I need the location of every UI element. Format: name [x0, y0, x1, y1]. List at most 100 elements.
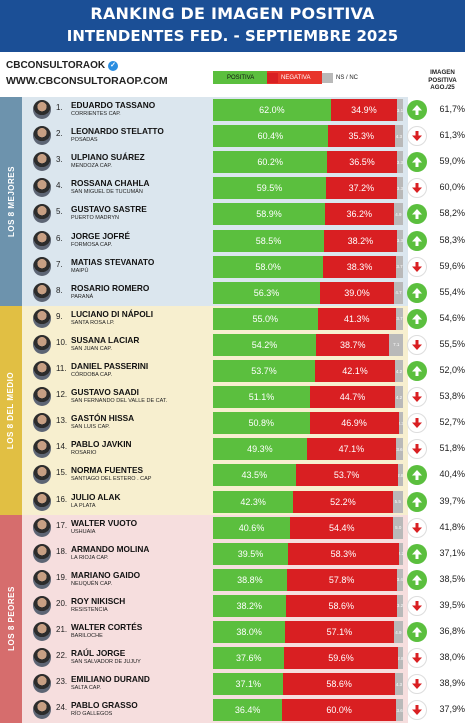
mayor-photo: [33, 622, 51, 641]
previous-positive-value: 61,7%: [439, 104, 465, 114]
negative-value-label: 38.3%: [346, 261, 373, 272]
stacked-bar: 51.1% 44.7% 4.2: [213, 386, 403, 409]
bar-ns-nc: 4.2: [395, 360, 403, 382]
arrow-up-icon: [407, 361, 427, 381]
rank-number: 14.: [56, 442, 68, 452]
mayor-name: PABLO JAVKIN: [71, 439, 132, 450]
arrow-down-icon: [407, 439, 427, 460]
stacked-bar: 60.2% 36.5% 3.3: [213, 151, 403, 174]
previous-positive-value: 52,7%: [439, 417, 465, 428]
ns-value-label: 7.1: [393, 342, 400, 348]
positive-value-label: 60.2%: [257, 157, 283, 168]
brand-handle-text: CBCONSULTORAOK: [6, 60, 106, 71]
mayor-photo: [33, 595, 51, 615]
ns-value-label: 4.2: [395, 368, 403, 374]
mayor-name: JORGE JOFRÉ: [71, 230, 131, 241]
mayor-photo: [33, 491, 51, 511]
bar-positive: 54.2%: [213, 333, 316, 356]
stacked-bar: 58.5% 38.2% 3.3: [213, 229, 403, 252]
ns-value-label: 3.7: [396, 316, 403, 322]
bar-negative: 46.9%: [309, 412, 399, 435]
rank-number: 3.: [56, 155, 63, 165]
previous-positive-value: 52,0%: [439, 365, 465, 375]
arrow-up-icon: [407, 230, 427, 251]
mayor-city: NEUQUÉN CAP.: [71, 580, 113, 587]
ns-value-label: 4.7: [395, 290, 402, 296]
legend-negative: NEGATIVA: [267, 71, 329, 84]
positive-value-label: 42.3%: [240, 496, 266, 507]
bar-negative: 57.1%: [285, 621, 394, 643]
bar-ns-nc: 4.3: [394, 125, 403, 148]
mayor-photo: [33, 569, 51, 589]
legend-positive: POSITIVA: [213, 71, 278, 84]
ns-value-label: 4.3: [395, 133, 403, 139]
mayor-photo: [33, 282, 51, 302]
ns-value-label: 3.7: [396, 264, 403, 270]
positive-value-label: 55.0%: [252, 313, 279, 324]
negative-value-label: 38.7%: [339, 339, 366, 350]
arrow-down-icon: [407, 387, 427, 408]
negative-value-label: 38.2%: [347, 235, 374, 246]
ns-value-label: 3.3: [396, 159, 403, 165]
negative-value-label: 36.2%: [346, 209, 373, 220]
positive-value-label: 43.5%: [241, 470, 268, 481]
ns-value-label: 3.3: [396, 238, 403, 243]
bar-ns-nc: 5.0: [393, 516, 403, 539]
rank-number: 15.: [56, 468, 68, 478]
stacked-bar: 58.9% 36.2% 4.9: [213, 203, 403, 226]
bar-positive: 40.6%: [213, 516, 291, 539]
mayor-photo: [33, 230, 51, 250]
bar-positive: 37.6%: [213, 647, 285, 670]
previous-positive-value: 36,8%: [439, 626, 465, 636]
negative-value-label: 36.5%: [349, 157, 375, 168]
bar-negative: 38.3%: [323, 255, 396, 278]
previous-positive-value: 39,5%: [439, 599, 465, 610]
ns-value-label: 2.3: [398, 420, 403, 426]
stacked-bar: 37.1% 58.6% 4.3: [213, 673, 403, 696]
positive-value-label: 38.8%: [237, 574, 263, 585]
mayor-photo: [33, 126, 51, 146]
bar-negative: 34.9%: [330, 99, 398, 121]
arrow-down-icon: [407, 700, 427, 721]
legend-ns-label: NS / NC: [336, 74, 359, 81]
ranking-row: 5. GUSTAVO SASTRE PUERTO MADRYN 58.9% 36.2% 4…: [0, 201, 465, 227]
mayor-city: RÍO GALLEGOS: [71, 711, 113, 718]
bar-ns-nc: 4.3: [394, 673, 403, 696]
ranking-row: 7. MATIAS STEVANATO MAIPÚ 58.0% 38.3% 3.7 59,6…: [0, 254, 465, 280]
negative-value-label: 53.7%: [333, 470, 360, 481]
negative-value-label: 52.2%: [330, 496, 356, 507]
mayor-city: SAN MIGUEL DE TUCUMÁN: [71, 189, 143, 196]
stacked-bar: 39.5% 58.3% 2.2: [213, 542, 403, 565]
bar-negative: 52.2%: [293, 490, 393, 513]
negative-value-label: 57.8%: [328, 574, 355, 585]
rank-number: 18.: [56, 546, 68, 556]
previous-positive-value: 54,6%: [439, 312, 465, 323]
positive-value-label: 53.7%: [251, 366, 277, 376]
mayor-photo: [33, 648, 51, 668]
mayor-name: DANIEL PASSERINI: [71, 361, 149, 371]
stacked-bar: 59.5% 37.2% 3.3: [213, 177, 403, 200]
mayor-city: CORRIENTES CAP.: [71, 111, 121, 117]
stacked-bar: 38.8% 57.8% 3.4: [213, 568, 403, 591]
mayor-name: ROSSANA CHAHLA: [71, 178, 150, 189]
bar-positive: 58.0%: [213, 255, 324, 278]
bar-positive: 53.7%: [213, 360, 316, 382]
bar-negative: 59.6%: [284, 647, 398, 670]
legend-positive-label: POSITIVA: [227, 74, 255, 81]
bar-ns-nc: 3.1: [397, 99, 403, 121]
ns-value-label: 5.0: [395, 525, 402, 531]
bar-positive: 55.0%: [213, 307, 318, 330]
bar-positive: 51.1%: [213, 386, 311, 409]
ns-value-label: 4.9: [395, 211, 402, 217]
arrow-down-icon: [407, 413, 427, 434]
mayor-photo: [33, 413, 51, 433]
mayor-city: SAN LUIS CAP.: [71, 424, 110, 431]
ns-value-label: 5.5: [394, 499, 401, 504]
legend-negative-label: NEGATIVA: [281, 74, 311, 81]
mayor-city: MAIPÚ: [71, 267, 89, 274]
mayor-photo: [33, 700, 51, 720]
bar-positive: 49.3%: [213, 438, 307, 461]
bar-negative: 58.6%: [283, 673, 395, 696]
mayor-photo: [33, 334, 51, 354]
bar-negative: 41.3%: [317, 307, 396, 330]
